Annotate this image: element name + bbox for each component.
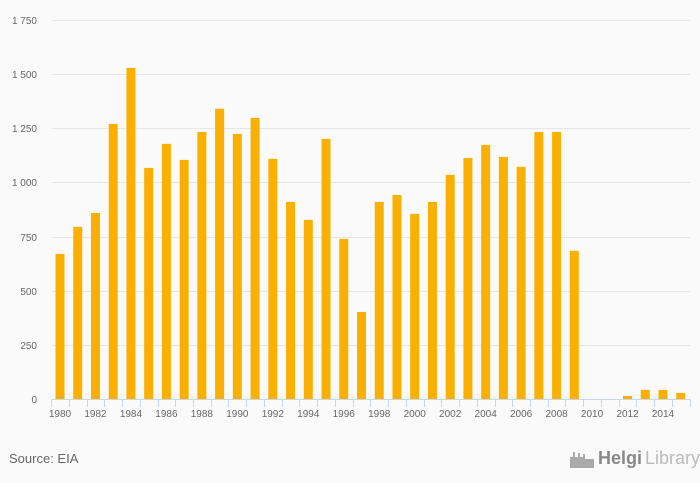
x-tick-label: 2002 [439,409,462,420]
bar-1990 [232,133,242,399]
bar-2008 [552,131,562,400]
bar-2015 [676,392,686,399]
x-tick-label: 1984 [120,409,143,420]
source-note: Source: EIA [9,451,79,466]
x-tick-label: 1992 [262,409,285,420]
bar-2002 [445,174,455,399]
x-tick-label: 1994 [297,409,320,420]
y-tick-label: 1 500 [12,70,37,81]
bar-2003 [463,157,473,399]
logo-light-text: Library [645,448,700,468]
bar-2007 [534,131,544,400]
factory-icon [570,451,594,468]
bar-chart: 0 250 500 750 1 000 1 250 1 500 1 750 1980 1982 19… [12,16,691,420]
bar-2000 [410,213,420,399]
x-tick-label: 2008 [545,409,568,420]
bar-1993 [286,201,296,399]
bar-1980 [55,253,65,399]
bar-1999 [392,194,402,399]
x-tick-label: 2010 [581,409,604,420]
bar-2001 [427,201,437,399]
y-tick-label: 1 000 [12,178,37,189]
x-tick-label: 1982 [84,409,107,420]
x-tick-label: 1998 [368,409,391,420]
bar-1997 [357,311,366,399]
y-tick-label: 0 [31,395,37,406]
bar-1988 [197,131,207,400]
y-tick-label: 250 [20,341,37,352]
bar-2009 [569,250,579,399]
bar-1992 [268,158,278,399]
x-tick-label: 2004 [475,409,498,420]
bar-1996 [339,238,349,399]
x-tick-label: 2000 [404,409,427,420]
bar-1982 [90,212,100,399]
x-tick-label: 2014 [652,409,675,420]
bar-1981 [73,226,83,399]
bar-2005 [498,156,508,399]
bar-1995 [321,138,331,400]
x-tick-label: 1980 [49,409,72,420]
bar-1984 [126,67,136,399]
bar-1986 [161,143,171,399]
x-tick-label: 1988 [191,409,214,420]
y-tick-label: 500 [20,287,37,298]
bar-1983 [108,123,118,399]
y-tick-label: 1 250 [12,124,37,135]
bar-2012 [623,395,633,399]
bar-1994 [303,219,313,399]
x-tick-label: 1996 [333,409,356,420]
bar-1987 [179,159,189,399]
y-tick-label: 1 750 [12,16,37,27]
x-tick-label: 1990 [226,409,249,420]
y-tick-label: 750 [20,233,37,244]
bar-1998 [374,201,384,399]
x-tick-label: 2006 [510,409,533,420]
bar-2004 [481,144,491,399]
logo-bold-text: Helgi [598,448,643,468]
helgi-library-logo[interactable]: Helgi Library [569,448,700,469]
bar-2013 [640,389,650,399]
bar-1985 [144,167,154,399]
x-tick-label: 1986 [155,409,178,420]
bar-2006 [516,166,526,399]
bar-1989 [215,108,225,400]
bar-1991 [250,117,260,399]
x-tick-label: 2012 [616,409,639,420]
bar-2014 [658,389,668,399]
